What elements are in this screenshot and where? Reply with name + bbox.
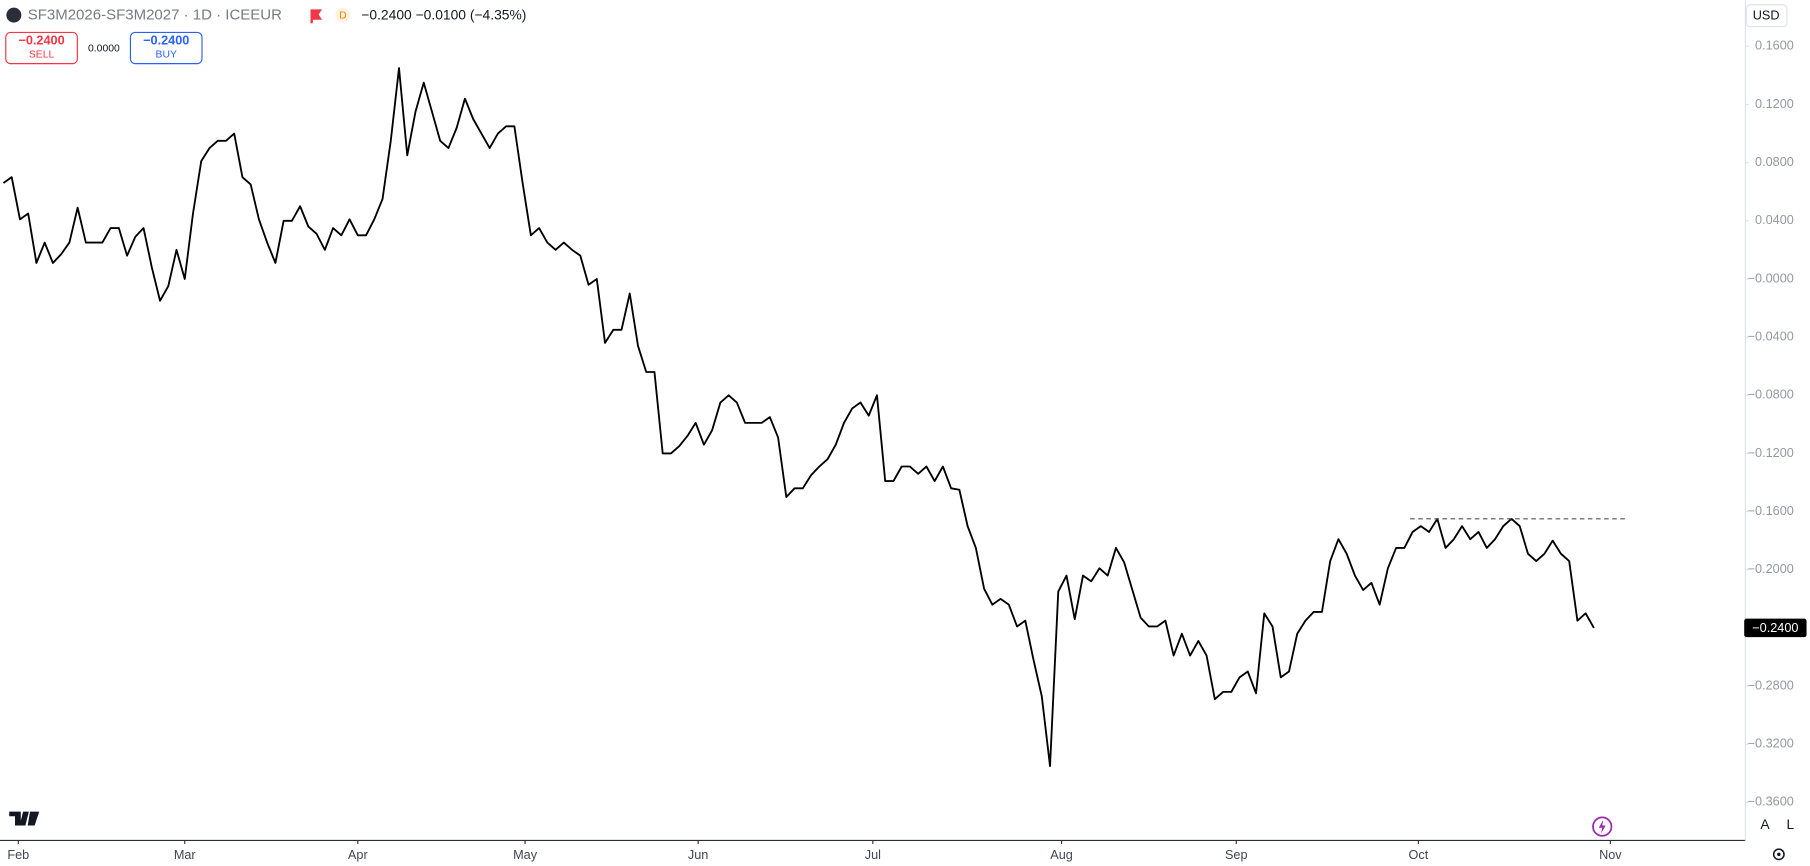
x-tick-label: Oct bbox=[1408, 848, 1428, 862]
lightning-button[interactable] bbox=[1592, 816, 1613, 837]
sell-button[interactable] bbox=[5, 31, 78, 65]
y-tick-label: −0.0800 bbox=[1748, 388, 1794, 402]
y-tick-label: −0.1200 bbox=[1748, 446, 1794, 460]
x-tick-label: Aug bbox=[1050, 848, 1073, 862]
x-tick-label: Apr bbox=[348, 848, 369, 862]
y-tick-label: 0.0400 bbox=[1755, 213, 1794, 227]
y-tick-label: 0.1600 bbox=[1755, 39, 1794, 53]
buy-label[interactable]: BUY bbox=[156, 50, 177, 61]
price-line bbox=[2, 67, 1595, 767]
y-tick-label: 0.0800 bbox=[1755, 155, 1794, 169]
last-price-label: −0.2400 bbox=[1752, 621, 1798, 635]
spread: 0.0000 bbox=[88, 43, 120, 54]
y-tick-label: −0.3200 bbox=[1748, 737, 1794, 751]
x-tick-label: Jul bbox=[865, 848, 881, 862]
y-tick-label: −0.3600 bbox=[1748, 795, 1794, 809]
x-tick-label: Feb bbox=[7, 848, 29, 862]
logo[interactable] bbox=[9, 811, 40, 826]
x-tick-label: Jun bbox=[688, 848, 708, 862]
x-tick-label: May bbox=[513, 848, 538, 862]
settings-icon[interactable] bbox=[1772, 848, 1785, 861]
currency[interactable]: USD bbox=[1753, 9, 1780, 23]
x-tick-label: Mar bbox=[174, 848, 197, 862]
y-tick-label: 0.1200 bbox=[1755, 97, 1794, 111]
x-tick-label: Nov bbox=[1599, 848, 1622, 862]
badge: D bbox=[339, 10, 346, 21]
y-tick-label: −0.1600 bbox=[1748, 504, 1794, 518]
y-tick-label: −0.0400 bbox=[1748, 329, 1794, 343]
x-tick-label: Sep bbox=[1225, 848, 1248, 862]
symbol-icon[interactable] bbox=[6, 7, 22, 23]
y-tick-label: −0.2000 bbox=[1748, 562, 1794, 576]
auto-scale[interactable]: A bbox=[1760, 816, 1770, 832]
buy-price[interactable]: −0.2400 bbox=[143, 33, 189, 47]
buy-button[interactable] bbox=[129, 31, 203, 65]
quote: −0.2400 −0.0100 (−4.35%) bbox=[361, 6, 526, 22]
symbol-title[interactable]: SF3M2026-SF3M2027 · 1D · ICEEUR bbox=[28, 7, 282, 24]
y-tick-label: −0.0000 bbox=[1748, 271, 1794, 285]
log-scale[interactable]: L bbox=[1787, 816, 1795, 832]
last-price-tag bbox=[1744, 618, 1807, 638]
settings-dot bbox=[1777, 852, 1781, 857]
sell-label[interactable]: SELL bbox=[29, 50, 55, 61]
lightning-icon bbox=[1598, 819, 1606, 834]
y-tick-label: −0.2800 bbox=[1748, 678, 1794, 692]
sell-price[interactable]: −0.2400 bbox=[18, 33, 64, 47]
currency-box[interactable] bbox=[1745, 4, 1788, 28]
badge-circle bbox=[335, 7, 351, 23]
flag-icon[interactable] bbox=[310, 9, 323, 24]
